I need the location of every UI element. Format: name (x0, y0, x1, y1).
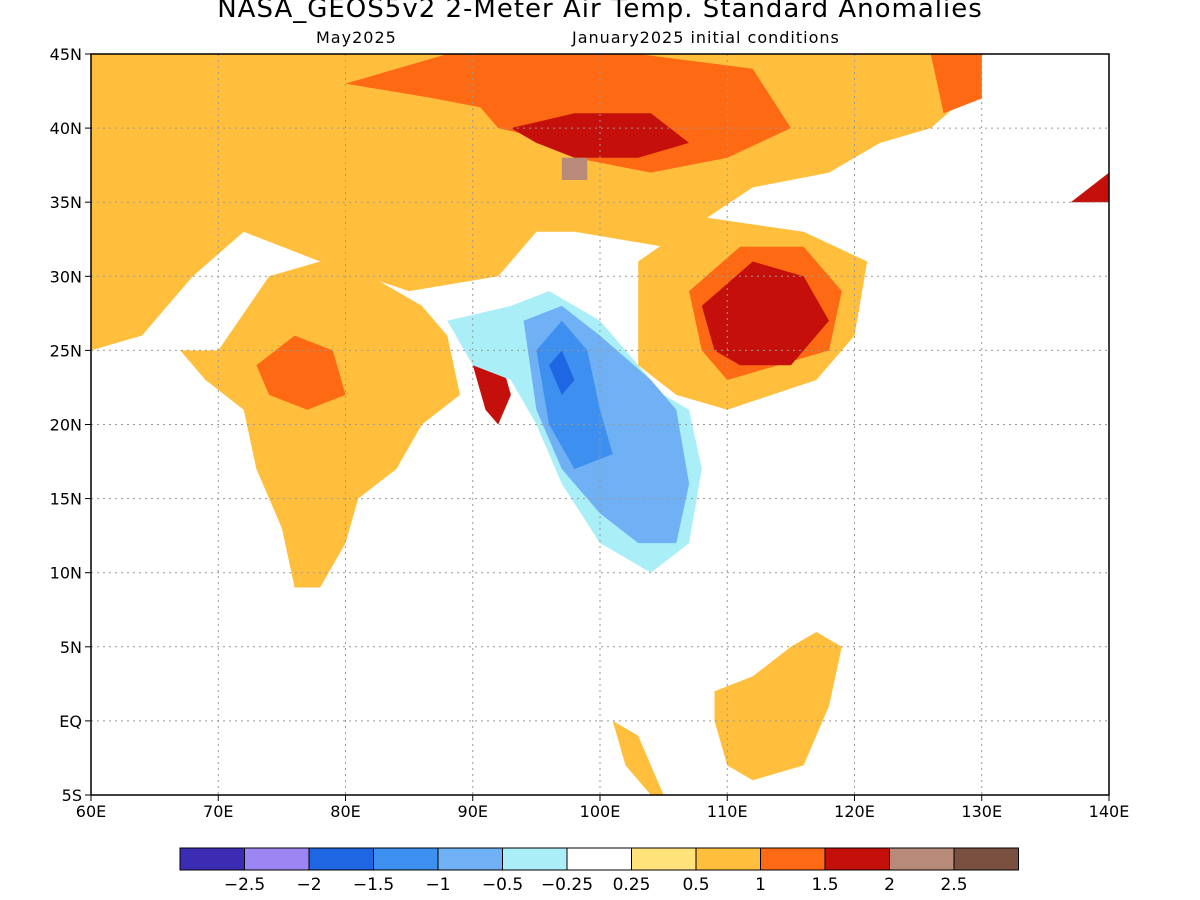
anomaly-region-myanmar-peak (549, 350, 575, 395)
map-title: NASA_GEOS5v2 2-Meter Air Temp. Standard … (217, 0, 983, 24)
colorbar-label: 2.5 (940, 875, 967, 895)
x-tick-label: 130E (961, 802, 1002, 821)
anomaly-region-taklamakan-hot (561, 157, 588, 180)
colorbar-label: 2 (884, 875, 895, 895)
y-tick-label: 25N (50, 341, 82, 360)
y-tick-label: 30N (50, 267, 82, 286)
colorbar-swatch (244, 847, 310, 871)
x-tick-label: 80E (330, 802, 360, 821)
colorbar-swatch (179, 847, 245, 871)
colorbar-swatch (502, 847, 568, 871)
y-tick-label: 15N (50, 490, 82, 509)
colorbar-swatch (824, 847, 890, 871)
x-tick-label: 60E (76, 802, 106, 821)
y-tick-label: 10N (50, 564, 82, 583)
y-tick-label: 5N (60, 638, 82, 657)
colorbar-swatch (437, 847, 503, 871)
x-tick-label: 100E (580, 802, 621, 821)
x-tick-label: 70E (203, 802, 233, 821)
x-tick-label: 120E (834, 802, 875, 821)
colorbar-label: 0.25 (613, 875, 651, 895)
colorbar-swatch (695, 847, 761, 871)
anomaly-region-south-china-core (701, 261, 829, 366)
y-tick-label: 35N (50, 193, 82, 212)
colorbar-swatch (566, 847, 632, 871)
y-tick-label: 40N (50, 119, 82, 138)
anomaly-region-tibet-hot (510, 113, 690, 158)
initial-conditions-label: January2025 initial conditions (572, 28, 840, 47)
colorbar-label: 0.5 (682, 875, 709, 895)
x-tick-label: 90E (458, 802, 488, 821)
colorbar-swatch (889, 847, 955, 871)
anomaly-region-japan-east (1070, 172, 1109, 203)
y-tick-label: 5S (62, 786, 82, 805)
gridlines (91, 54, 1109, 795)
anomaly-region-korea-north (930, 54, 982, 114)
colorbar-label: −2 (296, 875, 321, 895)
x-tick-label: 110E (707, 802, 748, 821)
colorbar-label: −0.25 (541, 875, 593, 895)
colorbar-swatch (953, 847, 1019, 871)
colorbar-swatch (308, 847, 374, 871)
anomaly-field (91, 54, 1109, 795)
anomaly-region-borneo (714, 632, 842, 781)
y-tick-label: 20N (50, 416, 82, 435)
y-tick-label: EQ (59, 712, 82, 731)
y-tick-label: 45N (50, 45, 82, 64)
colorbar-swatch (760, 847, 826, 871)
colorbar-label: −1.5 (353, 875, 394, 895)
colorbar-label: 1 (755, 875, 766, 895)
colorbar-label: −0.5 (482, 875, 523, 895)
colorbar-label: 1.5 (811, 875, 838, 895)
colorbar-swatch (631, 847, 697, 871)
colorbar: −2.5 −2 −1.5 −1 −0.5 −0.25 0.25 0.5 1 1.5 2 2.5 (179, 847, 1019, 895)
colorbar-swatch (373, 847, 439, 871)
colorbar-label: −2.5 (224, 875, 265, 895)
colorbar-label: −1 (425, 875, 450, 895)
x-tick-label: 140E (1089, 802, 1130, 821)
forecast-month-label: May2025 (316, 28, 397, 47)
axis-ticks: 60E 70E 80E 90E 100E 110E 120E 130E 140E 5S EQ 5N 10… (50, 45, 1130, 821)
anomaly-region-india-hot (256, 335, 346, 410)
anomaly-region-sumatra-south (612, 720, 664, 795)
